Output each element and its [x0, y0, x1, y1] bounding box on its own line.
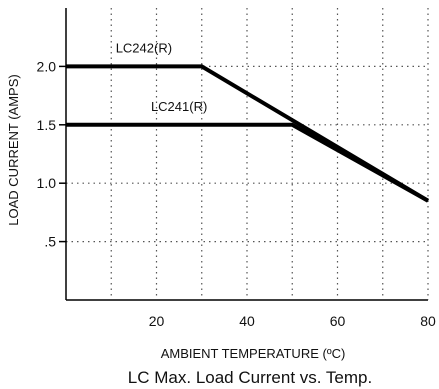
y-axis-title: LOAD CURRENT (AMPS)	[6, 74, 21, 225]
x-tick-label: 80	[420, 313, 436, 329]
y-tick-label: 1.5	[37, 117, 57, 133]
y-tick-label: 1.0	[37, 175, 57, 191]
y-tick-label: 2.0	[37, 58, 57, 74]
x-tick-label: 40	[239, 313, 255, 329]
chart-title: LC Max. Load Current vs. Temp.	[128, 368, 372, 387]
x-tick-label: 60	[330, 313, 346, 329]
series-label-1: LC241(R)	[151, 99, 207, 114]
grid	[66, 8, 429, 300]
series-label-0: LC242(R)	[116, 40, 172, 55]
y-tick-label: .5	[44, 234, 56, 250]
axes: .5 1.0 1.5 2.0 20 40 60 80	[37, 8, 436, 329]
labels: AMBIENT TEMPERATURE (ºC) LOAD CURRENT (A…	[6, 74, 372, 387]
series: LC242(R) LC241(R)	[66, 40, 430, 203]
x-axis-title: AMBIENT TEMPERATURE (ºC)	[161, 346, 346, 361]
series-line-0	[66, 64, 430, 203]
x-tick-label: 20	[149, 313, 165, 329]
series-line-1	[66, 122, 429, 203]
